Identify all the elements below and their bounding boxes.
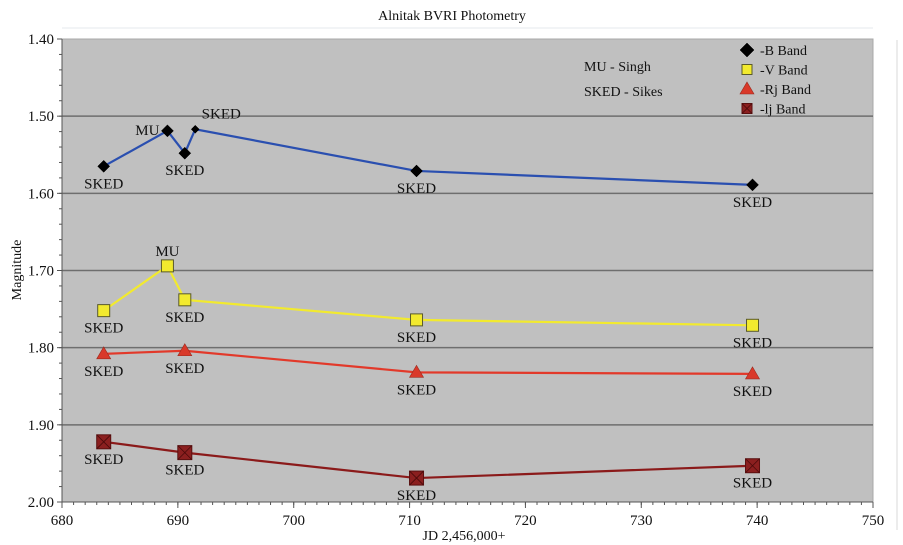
data-point [96,434,112,450]
y-tick-label: 1.50 [28,109,54,125]
series-line-2 [103,349,753,376]
legend-item-0: -B Band [739,42,807,59]
point-label: SKED [202,106,241,122]
point-label: SKED [397,382,436,398]
y-tick-label: 1.80 [28,341,54,357]
data-point [744,366,761,380]
x-tick-label: 730 [630,513,653,529]
point-label: SKED [165,463,204,479]
legend-marker [741,103,753,114]
x-tick-label: 720 [514,513,537,529]
data-point [177,343,193,357]
point-label: SKED [165,361,204,377]
point-label: SKED [397,181,436,197]
series-line-0 [103,128,753,186]
y-tick-label: 2.00 [28,495,54,511]
x-tick-label: 690 [167,513,190,529]
y-tick-label: 1.70 [28,264,54,280]
legend-item-3: -lj Band [741,103,806,118]
data-point [161,124,174,138]
y-axis: 1.40 1.50 1.60 1.70 1.80 1.90 2.00 [28,32,63,511]
legend-label: -V Band [760,64,808,79]
y-tick-label: 1.40 [28,32,54,48]
data-point [177,445,193,461]
data-point [410,164,423,178]
y-tick-label: 1.60 [28,186,54,202]
data-point [178,293,192,307]
gridlines [62,115,873,426]
point-label: SKED [165,310,204,326]
data-point [409,470,425,486]
point-labels: SKED MU SKED SKED SKED SKED SKED MU SKED SKED SKED… [84,106,772,504]
legend-marker [739,81,755,95]
point-label: SKED [84,452,123,468]
legend: -B Band -V Band -Rj Band -lj Band [739,42,811,118]
point-label: SKED [84,364,123,380]
data-point [190,124,200,134]
data-point-cross-b [177,445,193,460]
data-point-cross-b [96,434,111,450]
data-point [409,364,425,378]
x-tick-label: 680 [51,513,74,529]
series-line-3 [103,440,753,480]
chart-title: Alnitak BVRI Photometry [378,9,526,24]
legend-label: -lj Band [760,103,806,118]
x-axis-title: JD 2,456,000+ [423,529,506,544]
point-label: MU [155,244,179,260]
point-label: SKED [733,476,772,492]
x-tick-label: 750 [862,513,885,529]
data-point [746,318,760,332]
y-axis-title: Magnitude [10,240,25,301]
legend-marker-cross-b [741,103,753,114]
data-point [97,304,111,318]
legend-marker [741,64,753,75]
series-markers [96,124,761,486]
note-mu: MU - Singh [584,60,651,75]
x-tick-label: 710 [398,513,421,529]
legend-label: -Rj Band [760,83,811,98]
data-point [178,146,192,160]
data-point [97,159,111,173]
x-axis: 680 690 700 710 720 730 740 750 [51,501,885,529]
data-point [746,178,759,192]
note-sked: SKED - Sikes [584,85,663,100]
data-point [160,259,174,273]
legend-label: -B Band [760,44,807,59]
data-point [745,458,761,474]
data-point [96,346,112,360]
legend-marker [739,42,755,58]
point-label: SKED [733,335,772,351]
y-tick-label: 1.90 [28,418,54,434]
point-label: SKED [733,384,772,400]
source-notes: MU - Singh SKED - Sikes [584,60,663,100]
point-label: SKED [84,176,123,192]
point-label: SKED [397,488,436,504]
data-point-cross-b [409,470,424,486]
point-label: SKED [733,195,772,211]
legend-item-1: -V Band [741,64,808,79]
point-label: SKED [397,330,436,346]
data-point [410,313,424,327]
point-label: SKED [84,321,123,337]
x-tick-label: 740 [746,513,769,529]
data-point-cross-b [745,458,760,474]
point-label: SKED [165,163,204,179]
legend-item-2: -Rj Band [739,81,811,98]
x-tick-label: 700 [282,513,305,529]
point-label: MU [135,123,159,139]
